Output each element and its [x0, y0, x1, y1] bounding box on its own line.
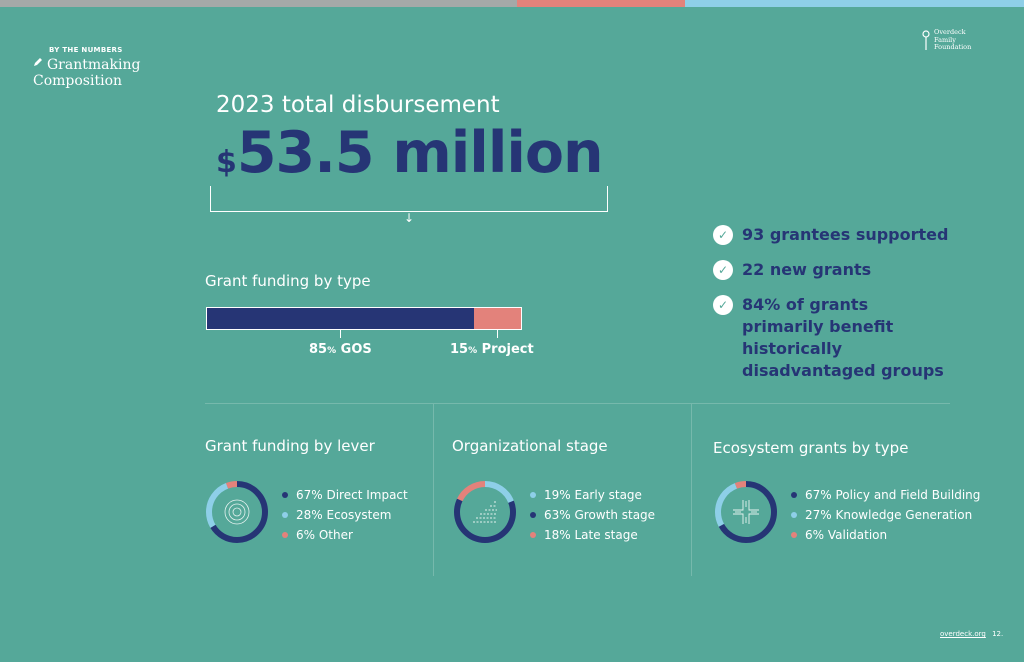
section-title-line2: Composition [33, 73, 123, 89]
amount-value: 53.5 million [236, 120, 604, 186]
keyhole-icon [922, 30, 930, 50]
stat-text: 84% of grants primarily benefit historic… [742, 295, 944, 380]
stat-text: 93 grantees supported [742, 225, 949, 244]
horizontal-divider [205, 403, 950, 404]
section-title: Grantmaking Composition [33, 57, 140, 89]
stat-item: ✓ 22 new grants [713, 259, 952, 281]
funding-by-type-title: Grant funding by type [205, 272, 371, 290]
donut-segment [715, 481, 777, 543]
legend-item: 19% Early stage [530, 485, 655, 505]
project-pct: 15 [450, 342, 469, 357]
ecosystem-donut [715, 481, 777, 543]
project-pct-sign: % [468, 346, 478, 356]
lever-donut [206, 481, 268, 543]
target-rings-icon [224, 499, 250, 525]
gos-pct: 85 [309, 342, 328, 357]
legend-label: 63% Growth stage [544, 508, 656, 522]
legend-label: 67% Policy and Field Building [805, 488, 981, 502]
legend-dot [791, 512, 797, 518]
legend-dot [530, 512, 536, 518]
legend-dot [530, 532, 536, 538]
brand-line3: Foundation [934, 43, 972, 51]
funding-type-bar [206, 307, 522, 330]
legend-dot [282, 512, 288, 518]
ecosystem-title: Ecosystem grants by type [713, 439, 909, 457]
donut-segment [454, 481, 516, 543]
donut-segment [715, 481, 777, 543]
donut-segment [206, 481, 268, 543]
legend-dot [282, 492, 288, 498]
pencil-icon [34, 58, 42, 66]
legend-label: 67% Direct Impact [296, 488, 408, 502]
stage-legend: 19% Early stage 63% Growth stage 18% Lat… [530, 485, 655, 545]
legend-item: 6% Validation [791, 525, 980, 545]
legend-dot [530, 492, 536, 498]
gos-bar-segment [207, 308, 474, 329]
legend-label: 6% Validation [805, 528, 888, 542]
legend-label: 27% Knowledge Generation [805, 508, 973, 522]
project-text: Project [481, 342, 534, 357]
gos-label: 85% GOS [309, 342, 372, 357]
legend-dot [791, 492, 797, 498]
check-icon: ✓ [713, 295, 733, 315]
stage-title: Organizational stage [452, 437, 608, 455]
website-link[interactable]: overdeck.org [940, 630, 986, 638]
gos-text: GOS [340, 342, 372, 357]
project-bar-segment [473, 308, 521, 329]
legend-label: 28% Ecosystem [296, 508, 392, 522]
brand-logo: Overdeck Family Foundation [922, 28, 972, 52]
lever-title: Grant funding by lever [205, 437, 375, 455]
brand-line2: Family [934, 35, 956, 44]
legend-item: 6% Other [282, 525, 408, 545]
section-title-line1: Grantmaking [47, 57, 141, 73]
down-arrow-icon: ↓ [404, 211, 415, 225]
top-color-strip [0, 0, 1024, 7]
stat-item: ✓ 84% of grants primarily benefit histor… [713, 294, 952, 382]
currency-symbol: $ [216, 145, 237, 180]
stage-donut [454, 481, 516, 543]
stat-item: ✓ 93 grantees supported [713, 224, 952, 246]
stat-text: 22 new grants [742, 260, 872, 279]
legend-item: 67% Direct Impact [282, 485, 408, 505]
legend-item: 28% Ecosystem [282, 505, 408, 525]
legend-label: 6% Other [296, 528, 353, 542]
donut-segment [454, 481, 516, 543]
legend-label: 18% Late stage [544, 528, 638, 542]
project-tick [497, 330, 498, 338]
lever-legend: 67% Direct Impact 28% Ecosystem 6% Other [282, 485, 408, 545]
legend-item: 27% Knowledge Generation [791, 505, 980, 525]
legend-dot [791, 532, 797, 538]
project-label: 15% Project [450, 342, 534, 357]
page-number: 12. [992, 630, 1004, 638]
legend-label: 19% Early stage [544, 488, 642, 502]
donut-segment [206, 481, 268, 543]
check-icon: ✓ [713, 225, 733, 245]
legend-item: 67% Policy and Field Building [791, 485, 980, 505]
disbursement-label: 2023 total disbursement [216, 92, 500, 118]
crossroads-icon [733, 500, 759, 524]
stats-list: ✓ 93 grantees supported ✓ 22 new grants … [713, 224, 952, 395]
gos-tick [340, 330, 341, 338]
disbursement-amount: $53.5 million [216, 120, 604, 186]
footer: overdeck.org 12. [940, 630, 1003, 638]
vertical-divider [691, 404, 692, 576]
check-icon: ✓ [713, 260, 733, 280]
eyebrow-label: BY THE NUMBERS [49, 46, 123, 54]
legend-dot [282, 532, 288, 538]
growth-dots-icon [473, 501, 497, 523]
vertical-divider [433, 404, 434, 576]
gos-pct-sign: % [327, 346, 337, 356]
brand-line1: Overdeck [934, 28, 966, 36]
bracket-divider [210, 186, 608, 212]
legend-item: 18% Late stage [530, 525, 655, 545]
legend-item: 63% Growth stage [530, 505, 655, 525]
ecosystem-legend: 67% Policy and Field Building 27% Knowle… [791, 485, 980, 545]
